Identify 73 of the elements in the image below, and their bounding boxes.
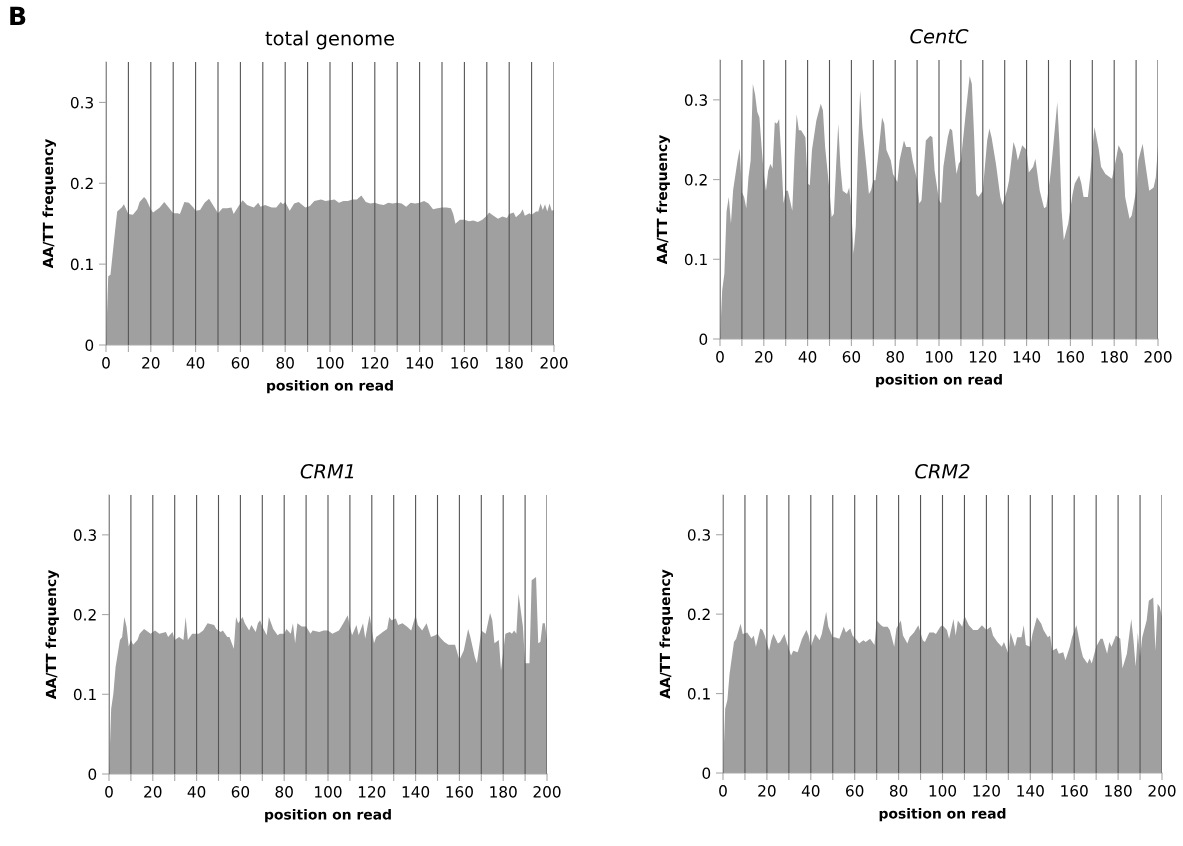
x-tick-label: 180 — [1101, 351, 1128, 363]
x-tick-label: 80 — [275, 786, 293, 798]
x-tick-label: 160 — [1061, 785, 1088, 797]
x-tick-label: 40 — [798, 351, 817, 363]
x-tick-label: 0 — [105, 786, 113, 798]
y-tick-label: 0.2 — [73, 609, 96, 621]
x-tick-label: 120 — [361, 357, 389, 369]
x-tick-label: 80 — [889, 785, 908, 797]
x-tick-label: 0 — [102, 357, 110, 369]
x-tick-label: 60 — [231, 786, 250, 798]
y-tick-label: 0.3 — [73, 529, 96, 541]
x-tick-label: 160 — [451, 357, 478, 369]
y-tick-label: 0.3 — [684, 94, 707, 106]
y-axis-title: AA/TT frequency — [659, 569, 674, 699]
x-tick-label: 120 — [969, 351, 997, 363]
y-tick-label: 0.2 — [687, 608, 710, 621]
chart-title: total genome — [265, 30, 394, 50]
y-axis-title: AA/TT frequency — [45, 570, 60, 700]
x-tick-label: 140 — [406, 357, 434, 369]
y-tick-label: 0.1 — [73, 688, 96, 701]
x-tick-label: 40 — [187, 786, 206, 798]
x-axis-title: position on read — [879, 807, 1006, 822]
x-tick-label: 60 — [842, 351, 861, 363]
x-tick-label: 60 — [846, 785, 864, 797]
x-tick-label: 200 — [1148, 785, 1176, 797]
y-axis-title: AA/TT frequency — [42, 139, 57, 269]
x-tick-label: 200 — [1144, 351, 1172, 363]
x-tick-label: 120 — [358, 786, 386, 798]
x-tick-label: 20 — [142, 357, 160, 369]
x-tick-label: 40 — [186, 357, 205, 369]
y-tick-label: 0.2 — [70, 177, 93, 190]
x-tick-label: 180 — [490, 786, 517, 798]
y-tick-label: 0.3 — [70, 96, 93, 109]
x-tick-label: 20 — [144, 786, 162, 798]
x-tick-label: 0 — [719, 785, 727, 797]
y-tick-label: 0.2 — [684, 174, 707, 186]
y-tick-label: 0 — [85, 339, 94, 352]
y-tick-label: 0.1 — [684, 253, 707, 266]
y-tick-label: 0 — [88, 768, 97, 781]
x-tick-label: 140 — [402, 786, 430, 798]
x-tick-label: 140 — [1017, 785, 1044, 797]
chart-title: CentC — [910, 28, 969, 44]
x-tick-label: 180 — [1105, 785, 1132, 797]
y-tick-label: 0.1 — [687, 688, 710, 700]
y-tick-label: 0.1 — [70, 258, 93, 271]
x-tick-label: 100 — [926, 351, 953, 363]
x-tick-label: 80 — [886, 351, 904, 363]
y-tick-label: 0 — [702, 767, 711, 780]
y-axis-title: AA/TT frequency — [656, 135, 671, 265]
y-tick-label: 0 — [699, 333, 708, 346]
x-tick-label: 100 — [315, 786, 342, 798]
x-axis-title: position on read — [265, 808, 391, 823]
x-axis-title: position on read — [876, 373, 1002, 388]
chart-title: CRM1 — [300, 463, 354, 479]
x-tick-label: 20 — [758, 785, 776, 797]
x-tick-label: 160 — [1057, 351, 1084, 363]
x-tick-label: 80 — [276, 357, 294, 369]
y-tick-label: 0.3 — [687, 529, 710, 541]
x-tick-label: 200 — [533, 786, 561, 798]
x-tick-label: 60 — [231, 357, 250, 369]
x-axis-title: position on read — [267, 379, 393, 394]
x-tick-label: 40 — [801, 785, 820, 797]
x-tick-label: 200 — [540, 357, 568, 369]
x-tick-label: 100 — [929, 785, 957, 797]
x-tick-label: 20 — [755, 351, 773, 363]
x-tick-label: 140 — [1013, 351, 1041, 363]
text: B — [10, 6, 26, 25]
x-tick-label: 100 — [317, 357, 344, 369]
x-tick-label: 180 — [496, 357, 523, 369]
x-tick-label: 0 — [716, 351, 724, 363]
x-tick-label: 160 — [446, 786, 473, 798]
x-tick-label: 120 — [973, 785, 1000, 797]
chart-title: CRM2 — [915, 463, 970, 479]
